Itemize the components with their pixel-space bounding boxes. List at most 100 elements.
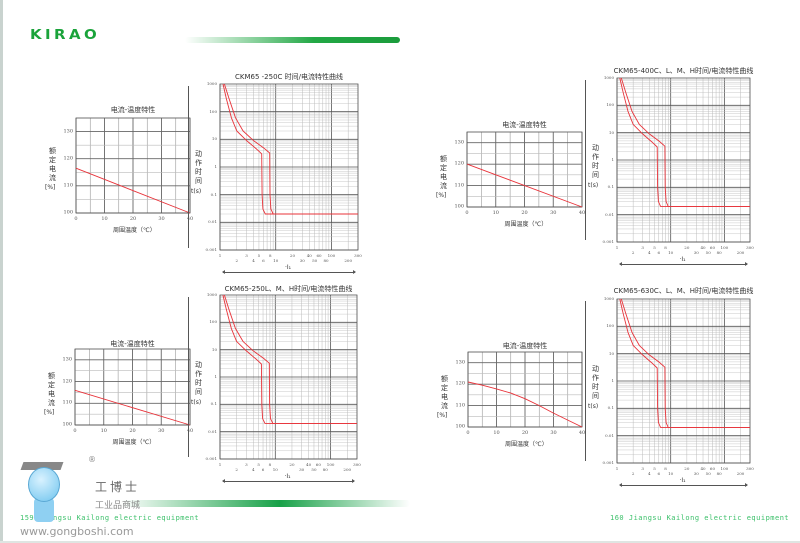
x-tick-label: 100 [326,462,335,467]
x-tick-label: 6 [261,467,265,472]
y-axis-label: 额定电流 [48,371,55,407]
x-tick-label: 30 [550,210,557,216]
y-tick-label: 120 [63,155,73,162]
x-tick-label: 2 [631,250,635,255]
x-tick-label: 100 [720,245,729,250]
x-tick-label: 80 [323,258,329,263]
x-tick-label: 30 [299,467,305,472]
y-axis-arrow [585,301,586,461]
y-axis-label: 额定电流 [440,154,447,190]
mascot-body-icon [34,498,54,522]
x-tick-label: 6 [657,471,661,476]
x-axis-arrow [619,262,748,266]
x-axis-label: ·I₁ [679,256,686,263]
x-axis-arrow [222,479,355,483]
x-tick-label: 4 [648,471,651,476]
x-axis-label: 周围温度（℃） [112,439,156,446]
x-tick-label: 80 [716,250,722,255]
plot-area [616,77,751,243]
x-tick-label: 200 [344,258,353,263]
x-tick-label: 3 [245,462,248,467]
series-max-line [620,298,750,428]
x-tick-label: 40 [186,428,194,434]
x-tick-label: 40 [578,430,586,436]
y-tick-label: 10 [211,136,217,142]
plot-area [75,117,191,214]
x-tick-label: 30 [693,250,699,255]
x-tick-label: 60 [709,245,716,250]
x-axis-label: 周围温度（℃） [113,227,156,234]
x-tick-label: 6 [657,250,661,255]
brand-logo: KIRAO [30,28,101,43]
y-tick-label: 110 [455,402,465,409]
chart-title: CKM65-630C、L、M、H时间/电流特性曲线 [613,287,754,295]
plot-frame [219,294,358,460]
y-tick-label: 1 [611,157,614,162]
y-tick-label: 120 [455,380,465,387]
watermark: ® 工博士 工业品商城 www.gongboshi.com [20,450,270,540]
watermark-subtitle: 工业品商城 [95,501,141,511]
y-tick-label: 100 [606,323,614,329]
x-tick-label: 5 [257,462,260,467]
y-axis-label: 额定电流 [441,374,448,410]
series-rated-current-line [75,167,191,214]
y-tick-label: 0.01 [208,219,217,225]
x-tick-label: 5 [653,245,656,250]
x-tick-label: 200 [736,471,745,476]
series-rated-current-line [467,381,583,428]
y-tick-label: 0.001 [205,456,217,461]
y-tick-label: 100 [63,209,73,216]
y-axis-unit: t(s) [588,181,599,189]
x-tick-label: 10 [101,216,108,222]
y-tick-label: 1000 [206,81,217,86]
y-tick-label: 0.1 [607,405,614,411]
x-tick-label: 50 [705,471,711,476]
y-tick-label: 1000 [603,75,614,80]
watermark-url: www.gongboshi.com [20,525,134,538]
plot-frame [74,348,191,426]
y-tick-label: 130 [62,356,72,363]
x-tick-label: 2 [235,467,238,472]
series-min-line [619,77,750,207]
x-tick-label: 40 [578,210,586,216]
chart-title: CKM65-250L、M、H时间/电流特性曲线 [224,285,353,293]
y-axis-arrow [188,86,189,248]
y-tick-label: 0.01 [208,428,217,434]
x-tick-label: 50 [705,250,711,255]
y-axis-label: 动作时间 [592,143,599,179]
y-tick-label: 0.001 [602,460,614,465]
x-tick-label: 8 [268,462,272,467]
x-tick-label: 20 [684,245,690,250]
x-tick-label: 3 [641,466,644,471]
y-axis-label: 动作时间 [195,360,202,396]
x-axis-label: 周围温度（℃） [504,221,548,228]
watermark-name: 工博士 [95,480,141,494]
y-axis-arrow [585,80,586,240]
x-tick-label: 1 [218,253,222,258]
x-tick-label: 2 [235,258,239,263]
y-tick-label: 0.001 [602,239,614,244]
x-tick-label: 20 [289,462,295,467]
registered-mark: ® [88,455,96,464]
y-axis-label: 额定电流 [49,146,56,182]
x-tick-label: 80 [716,471,722,476]
x-tick-label: 6 [262,258,265,263]
y-tick-label: 10 [608,129,614,135]
x-tick-label: 300 [746,245,754,250]
y-tick-label: 100 [455,423,465,430]
footer-accent-bar [120,500,410,507]
y-axis-arrow [188,297,189,457]
header-accent-bar [185,37,400,43]
x-tick-label: 10 [273,258,279,263]
x-tick-label: 50 [312,258,318,263]
x-tick-label: 5 [257,253,261,258]
y-tick-label: 10 [211,346,217,352]
footer-left-page: 159 Jiangsu Kailong electric equipment [20,514,200,522]
x-tick-label: 5 [653,466,656,471]
x-tick-label: 4 [252,258,255,263]
x-tick-label: 0 [73,428,77,434]
plot-frame [75,117,191,214]
y-axis-unit: t(s) [191,188,202,196]
x-tick-label: 3 [641,245,644,250]
chart-title: 电流-温度特性 [110,106,156,114]
